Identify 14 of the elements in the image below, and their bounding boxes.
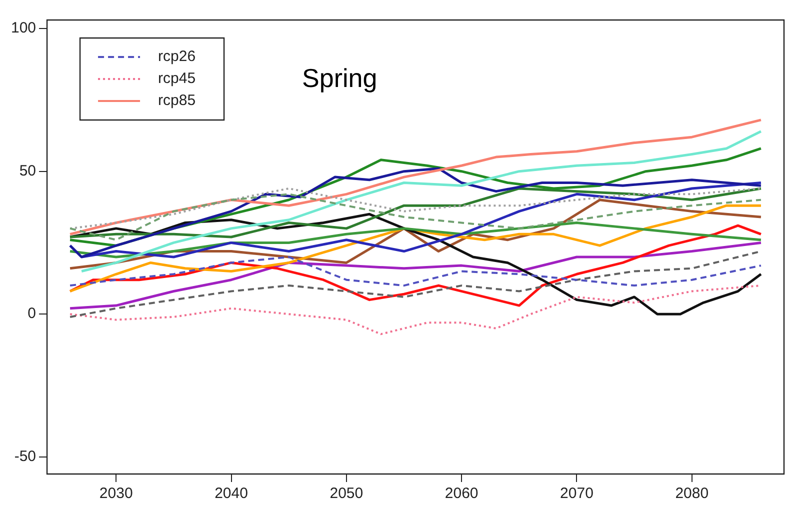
legend-label: rcp45 xyxy=(158,70,196,88)
x-tick-label: 2050 xyxy=(330,485,364,502)
x-tick-label: 2030 xyxy=(99,485,133,502)
x-tick-label: 2070 xyxy=(560,485,594,502)
y-tick-label: 100 xyxy=(10,20,36,37)
y-tick-label: 0 xyxy=(28,305,36,322)
x-tick-label: 2060 xyxy=(444,485,478,502)
legend-label: rcp85 xyxy=(158,92,196,110)
x-tick-label: 2040 xyxy=(214,485,248,502)
legend-label: rcp26 xyxy=(158,48,196,66)
text: Spring xyxy=(302,63,378,94)
x-tick-label: 2080 xyxy=(675,485,709,502)
y-tick-label: 50 xyxy=(19,162,36,180)
y-tick-label: -50 xyxy=(14,448,36,466)
